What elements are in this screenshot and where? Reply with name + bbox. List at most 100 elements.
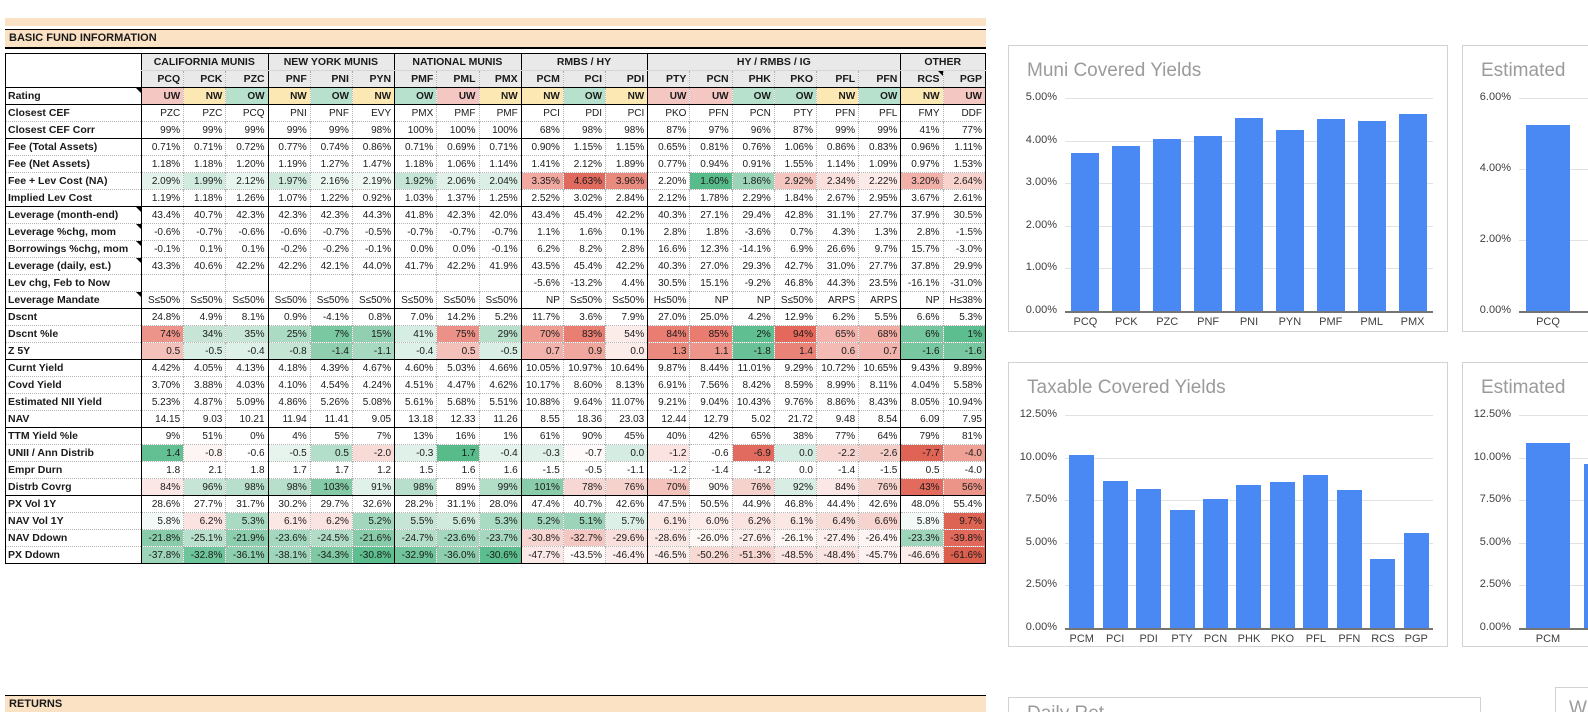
cell-empr-durn-PDI[interactable]: -1.1 — [605, 461, 649, 479]
cell-leverage-chg-mom-PHK[interactable]: -3.6% — [732, 223, 775, 241]
cell-nav-vol-1y-PFN[interactable]: 6.6% — [858, 512, 902, 530]
cell-px-ddown-PNI[interactable]: -34.3% — [310, 546, 353, 564]
row-label-lev-chg-feb-to-now[interactable]: Lev chg, Feb to Now — [5, 274, 142, 292]
chart-muni-covered-yields[interactable]: Muni Covered Yields 5.00% 4.00% 3.00% 2.00% 1… — [1008, 45, 1448, 332]
cell-closest-cef-corr-PNF[interactable]: 99% — [267, 121, 311, 139]
cell-implied-lev-cost-PKO[interactable]: 1.84% — [774, 189, 818, 207]
cell-fee-total-assets-PCK[interactable]: 0.71% — [183, 138, 227, 156]
cell-implied-lev-cost-PCK[interactable]: 1.18% — [183, 189, 227, 207]
cell-closest-cef-PNI[interactable]: PNF — [310, 104, 353, 122]
cell-leverage-chg-mom-PCI[interactable]: 1.6% — [563, 223, 607, 241]
cell-unii-ann-distrib-PNI[interactable]: 0.5 — [310, 444, 353, 462]
cell-lev-chg-feb-to-now-PZC[interactable] — [225, 274, 269, 292]
cell-nav-ddown-PMX[interactable]: -23.7% — [479, 529, 522, 547]
cell-px-vol-1y-PHK[interactable]: 44.9% — [732, 495, 775, 513]
cell-covd-yield-PNI[interactable]: 4.54% — [310, 376, 353, 394]
cell-leverage-chg-mom-PFL[interactable]: 4.3% — [816, 223, 860, 241]
cell-rating-PCK[interactable]: NW — [183, 87, 227, 105]
cell-nav-vol-1y-PCN[interactable]: 6.0% — [689, 512, 733, 530]
cell-covd-yield-PCN[interactable]: 7.56% — [689, 376, 733, 394]
cell-leverage-daily-est-PMF[interactable]: 41.7% — [394, 257, 438, 275]
row-label-fee-lev-cost-na[interactable]: Fee + Lev Cost (NA) — [5, 172, 142, 190]
cell-leverage-daily-est-RCS[interactable]: 37.8% — [900, 257, 944, 275]
cell-leverage-mandate-PCM[interactable]: NP — [520, 291, 564, 309]
cell-covd-yield-PCI[interactable]: 8.60% — [563, 376, 607, 394]
cell-implied-lev-cost-PML[interactable]: 1.37% — [436, 189, 480, 207]
cell-nav-vol-1y-PCK[interactable]: 6.2% — [183, 512, 227, 530]
cell-px-vol-1y-PGP[interactable]: 55.4% — [943, 495, 987, 513]
cell-fee-lev-cost-na-PMF[interactable]: 1.92% — [394, 172, 438, 190]
cell-z-5y-PML[interactable]: 0.5 — [436, 342, 480, 360]
cell-nav-PMX[interactable]: 11.26 — [479, 410, 522, 428]
cell-fee-net-assets-PYN[interactable]: 1.47% — [352, 155, 396, 173]
cell-rating-PMF[interactable]: OW — [394, 87, 438, 105]
cell-curnt-yield-PTY[interactable]: 9.87% — [647, 359, 691, 377]
cell-z-5y-PZC[interactable]: -0.4 — [225, 342, 269, 360]
cell-empr-durn-PYN[interactable]: 1.2 — [352, 461, 396, 479]
cell-ttm-yield-le-PHK[interactable]: 65% — [732, 427, 775, 445]
cell-dscnt-le-PCK[interactable]: 34% — [183, 325, 227, 343]
cell-dscnt-le-PMX[interactable]: 29% — [479, 325, 522, 343]
cell-covd-yield-PMX[interactable]: 4.62% — [479, 376, 522, 394]
cell-distrb-covrg-PNI[interactable]: 103% — [310, 478, 353, 496]
ticker-PNI[interactable]: PNI — [310, 70, 353, 88]
cell-unii-ann-distrib-PNF[interactable]: -0.5 — [267, 444, 311, 462]
cell-fee-net-assets-PCQ[interactable]: 1.18% — [140, 155, 185, 173]
cell-leverage-chg-mom-PML[interactable]: -0.7% — [436, 223, 480, 241]
ticker-PCN[interactable]: PCN — [689, 70, 733, 88]
cell-leverage-month-end-PNI[interactable]: 42.3% — [310, 206, 353, 224]
cell-dscnt-le-PYN[interactable]: 15% — [352, 325, 396, 343]
cell-closest-cef-PFN[interactable]: PFL — [858, 104, 902, 122]
cell-closest-cef-corr-PTY[interactable]: 87% — [647, 121, 691, 139]
cell-unii-ann-distrib-PKO[interactable]: 0.0 — [774, 444, 818, 462]
cell-implied-lev-cost-PTY[interactable]: 2.12% — [647, 189, 691, 207]
cell-leverage-chg-mom-PCM[interactable]: 1.1% — [520, 223, 564, 241]
cell-rating-PGP[interactable]: UW — [943, 87, 987, 105]
cell-nav-vol-1y-PHK[interactable]: 6.2% — [732, 512, 775, 530]
cell-rating-PFL[interactable]: NW — [816, 87, 860, 105]
cell-fee-net-assets-PCK[interactable]: 1.18% — [183, 155, 227, 173]
cell-unii-ann-distrib-PMX[interactable]: -0.4 — [479, 444, 522, 462]
cell-px-ddown-PMF[interactable]: -32.9% — [394, 546, 438, 564]
cell-dscnt-le-PHK[interactable]: 2% — [732, 325, 775, 343]
cell-leverage-daily-est-PCM[interactable]: 43.5% — [520, 257, 564, 275]
cell-curnt-yield-PCQ[interactable]: 4.42% — [140, 359, 185, 377]
cell-closest-cef-corr-PMX[interactable]: 100% — [479, 121, 522, 139]
group-new-york-munis[interactable]: NEW YORK MUNIS — [267, 53, 395, 71]
cell-dscnt-PKO[interactable]: 12.9% — [774, 308, 818, 326]
cell-estimated-nii-yield-PFN[interactable]: 8.43% — [858, 393, 902, 411]
cell-fee-total-assets-PCI[interactable]: 1.15% — [563, 138, 607, 156]
cell-leverage-month-end-PFL[interactable]: 31.1% — [816, 206, 860, 224]
cell-fee-lev-cost-na-PCM[interactable]: 3.35% — [520, 172, 564, 190]
cell-borrowings-chg-mom-PFL[interactable]: 26.6% — [816, 240, 860, 258]
cell-borrowings-chg-mom-PMX[interactable]: -0.1% — [479, 240, 522, 258]
cell-estimated-nii-yield-PFL[interactable]: 8.86% — [816, 393, 860, 411]
cell-nav-ddown-RCS[interactable]: -23.3% — [900, 529, 944, 547]
cell-ttm-yield-le-RCS[interactable]: 79% — [900, 427, 944, 445]
cell-fee-lev-cost-na-PTY[interactable]: 2.20% — [647, 172, 691, 190]
cell-lev-chg-feb-to-now-PML[interactable] — [436, 274, 480, 292]
cell-z-5y-PFN[interactable]: 0.7 — [858, 342, 902, 360]
cell-rating-PYN[interactable]: NW — [352, 87, 396, 105]
cell-closest-cef-corr-PYN[interactable]: 98% — [352, 121, 396, 139]
cell-ttm-yield-le-PKO[interactable]: 38% — [774, 427, 818, 445]
cell-dscnt-PCK[interactable]: 4.9% — [183, 308, 227, 326]
cell-empr-durn-PML[interactable]: 1.6 — [436, 461, 480, 479]
cell-px-ddown-PFN[interactable]: -45.7% — [858, 546, 902, 564]
cell-z-5y-PCQ[interactable]: 0.5 — [140, 342, 185, 360]
cell-closest-cef-PHK[interactable]: PCN — [732, 104, 775, 122]
cell-fee-net-assets-PHK[interactable]: 0.91% — [732, 155, 775, 173]
cell-ttm-yield-le-PCI[interactable]: 90% — [563, 427, 607, 445]
cell-nav-vol-1y-PML[interactable]: 5.6% — [436, 512, 480, 530]
cell-leverage-daily-est-PKO[interactable]: 42.7% — [774, 257, 818, 275]
cell-fee-lev-cost-na-PYN[interactable]: 2.19% — [352, 172, 396, 190]
cell-fee-total-assets-PFL[interactable]: 0.86% — [816, 138, 860, 156]
cell-leverage-mandate-PCQ[interactable]: S≤50% — [140, 291, 185, 309]
cell-borrowings-chg-mom-PCN[interactable]: 12.3% — [689, 240, 733, 258]
cell-leverage-chg-mom-PKO[interactable]: 0.7% — [774, 223, 818, 241]
cell-curnt-yield-PCM[interactable]: 10.05% — [520, 359, 564, 377]
cell-closest-cef-PCM[interactable]: PCI — [520, 104, 564, 122]
cell-fee-total-assets-PYN[interactable]: 0.86% — [352, 138, 396, 156]
row-label-implied-lev-cost[interactable]: Implied Lev Cost — [5, 189, 142, 207]
cell-fee-lev-cost-na-PDI[interactable]: 3.96% — [605, 172, 649, 190]
